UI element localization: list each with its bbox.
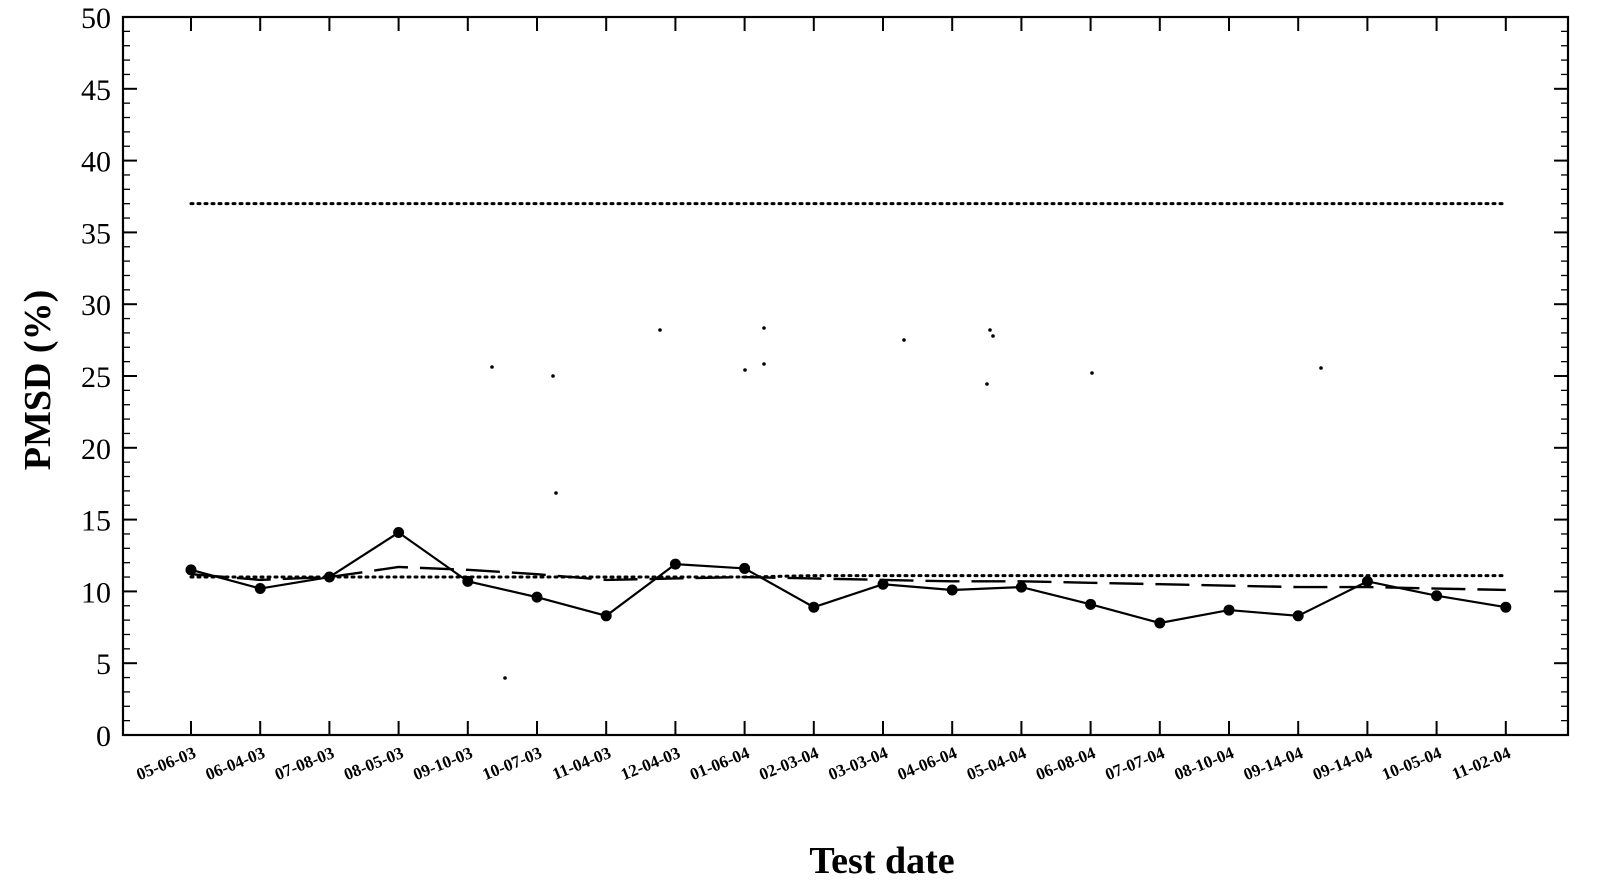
x-tick-label: 12-04-03 — [618, 743, 683, 784]
x-tick-label: 08-10-04 — [1172, 743, 1237, 784]
scan-speck — [743, 368, 747, 372]
x-axis-title: Test date — [809, 840, 954, 882]
y-tick-label: 30 — [81, 289, 111, 322]
data-point — [1361, 575, 1373, 587]
data-point — [393, 527, 405, 539]
x-tick-label: 04-06-04 — [895, 743, 960, 784]
plot-frame — [121, 15, 1570, 737]
data-point — [254, 583, 266, 595]
series-line-1-solid-with-markers — [190, 531, 1506, 625]
scan-speck — [902, 338, 906, 342]
scan-speck — [988, 328, 992, 332]
x-tick-label: 07-07-04 — [1102, 743, 1167, 784]
y-tick-label: 35 — [81, 217, 111, 250]
scan-speck — [762, 362, 766, 366]
x-tick-label: 10-07-03 — [480, 743, 545, 784]
scan-speck — [658, 328, 662, 332]
x-tick-label: 09-10-03 — [410, 743, 475, 784]
data-point — [185, 564, 197, 576]
y-tick-label: 0 — [96, 720, 111, 753]
scan-speck — [991, 334, 995, 338]
data-point — [1015, 581, 1027, 593]
series-line-4-dotted — [189, 574, 1508, 579]
y-tick-label: 15 — [81, 505, 111, 538]
x-tick-label: 05-06-03 — [134, 743, 199, 784]
scan-speck — [503, 676, 507, 680]
x-tick-label: 10-05-04 — [1379, 743, 1444, 784]
x-tick-label: 03-03-04 — [826, 743, 891, 784]
scan-speck — [762, 326, 766, 330]
data-point — [669, 558, 681, 570]
x-tick-label: 11-04-03 — [550, 743, 614, 784]
x-tick-label: 09-14-04 — [1310, 743, 1375, 784]
data-point — [531, 591, 543, 603]
scan-speck — [551, 374, 555, 378]
y-tick-label: 10 — [81, 576, 111, 609]
data-point — [808, 601, 820, 613]
data-point — [1431, 590, 1443, 602]
y-tick-label: 50 — [81, 2, 111, 35]
data-point — [946, 584, 958, 596]
x-tick-label: 08-05-03 — [341, 743, 406, 784]
data-point — [877, 578, 889, 590]
data-point — [739, 562, 751, 574]
data-point — [1292, 610, 1304, 622]
data-point — [1085, 598, 1097, 610]
x-tick-label: 07-08-03 — [272, 743, 337, 784]
y-axis-title: PMSD (%) — [17, 290, 59, 470]
scan-speck — [1090, 371, 1094, 375]
series-layer — [185, 202, 1512, 629]
data-point — [1500, 601, 1512, 613]
data-point — [600, 610, 612, 622]
y-tick-label: 5 — [96, 648, 111, 681]
data-point — [462, 575, 474, 587]
x-tick-label: 11-02-04 — [1449, 743, 1513, 784]
scan-specks — [490, 326, 1323, 680]
x-tick-label: 06-08-04 — [1033, 743, 1098, 784]
y-tick-label: 20 — [81, 433, 111, 466]
series-line-2-dashed — [190, 565, 1506, 592]
scan-speck — [1319, 366, 1323, 370]
x-tick-label: 09-14-04 — [1241, 743, 1306, 784]
y-tick-label: 45 — [81, 74, 111, 107]
x-tick-label: 02-03-04 — [756, 743, 821, 784]
y-tick-label: 25 — [81, 361, 111, 394]
scan-speck — [985, 382, 989, 386]
scan-speck — [554, 491, 558, 495]
y-tick-label: 40 — [81, 146, 111, 179]
x-tick-label: 06-04-03 — [203, 743, 268, 784]
x-tick-label: 01-06-04 — [687, 743, 752, 784]
data-point — [1154, 617, 1166, 629]
scan-speck — [490, 365, 494, 369]
data-point — [1223, 604, 1235, 616]
x-tick-label: 05-04-04 — [964, 743, 1029, 784]
